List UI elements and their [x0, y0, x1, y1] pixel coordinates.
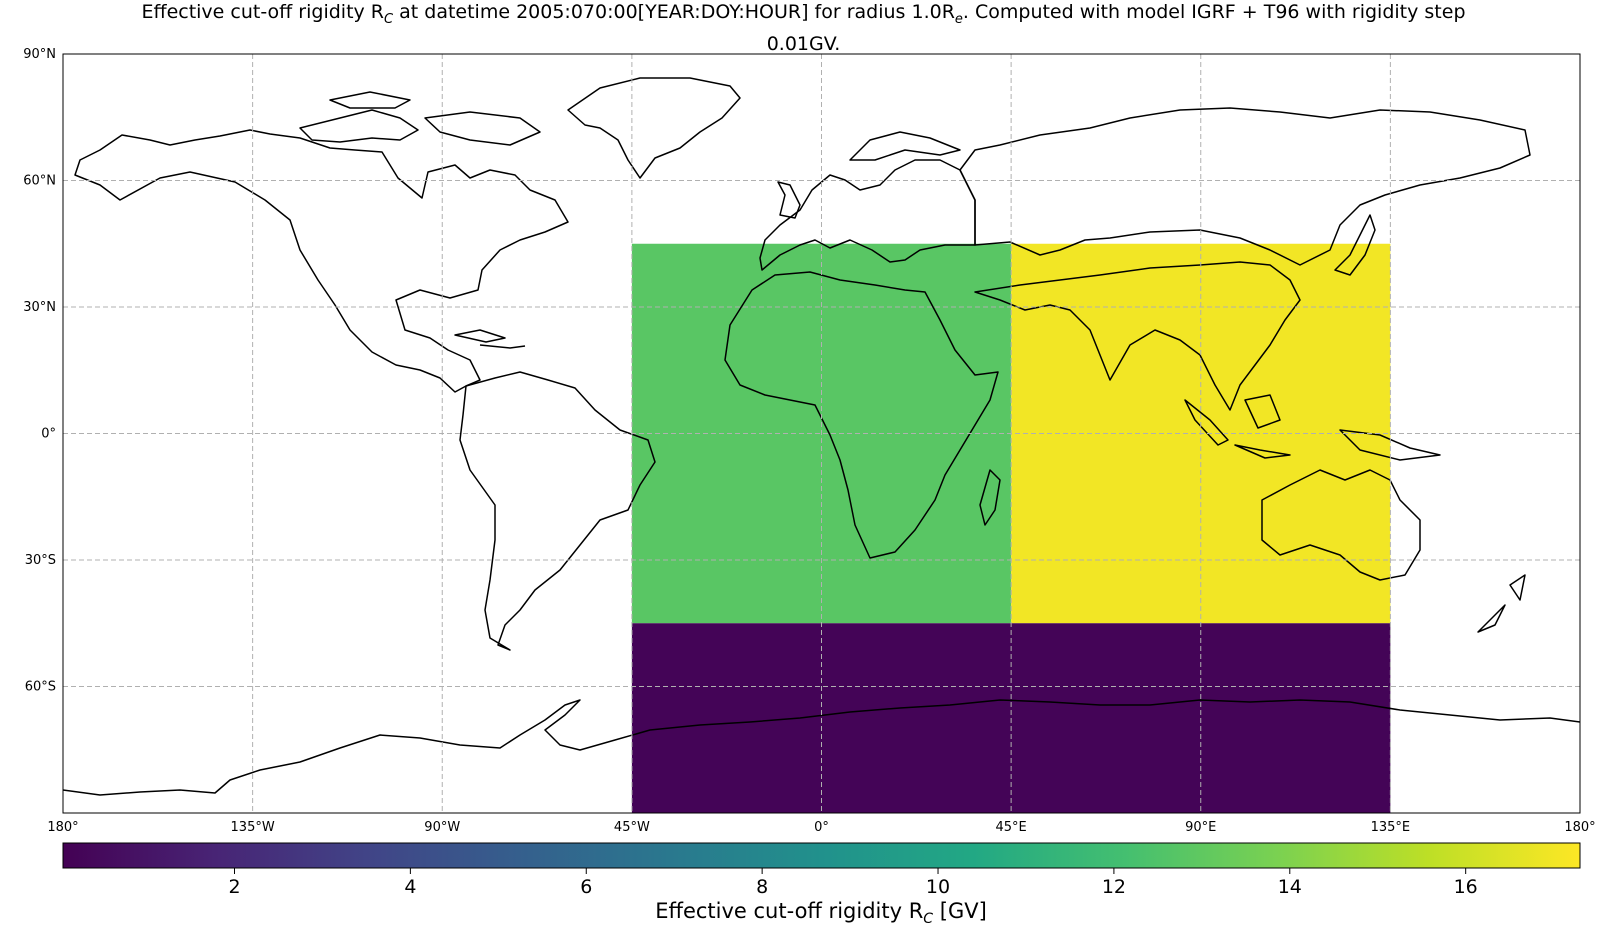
lon-tick-label: 180° — [47, 820, 78, 835]
longitude-labels: 180° 135°W 90°W 45°W 0° 45°E 90°E 135°E 180° — [47, 820, 1595, 835]
lon-tick-label: 0° — [814, 820, 829, 835]
latitude-labels: 90°N 60°N 30°N 0° 30°S 60°S — [23, 47, 56, 695]
lon-tick-label: 90°E — [1185, 820, 1216, 835]
lat-tick-label: 30°N — [23, 300, 56, 315]
coastline-north-america — [74, 129, 569, 393]
lon-tick-label: 45°W — [614, 820, 650, 835]
lat-tick-label: 60°N — [23, 174, 56, 189]
coastline-australia — [1261, 469, 1421, 581]
coastline-japan — [1334, 214, 1376, 276]
coastline-greenland — [567, 77, 741, 179]
lon-tick-label: 135°E — [1371, 820, 1411, 835]
coastline-africa — [724, 271, 999, 559]
colorbar-tick-label: 2 — [228, 876, 240, 898]
title-line-1: Effective cut-off rigidity RC at datetim… — [141, 1, 1466, 27]
coastline-antarctica — [63, 699, 1580, 796]
lat-tick-label: 90°N — [23, 47, 56, 62]
coastline-caribbean — [454, 329, 526, 349]
coastline-south-america — [459, 371, 656, 651]
coastline-indonesia — [1184, 394, 1441, 461]
lon-tick-label: 180° — [1564, 820, 1595, 835]
map-frame — [62, 53, 1581, 814]
coastline-new-zealand — [1477, 574, 1526, 633]
lat-tick-label: 60°S — [25, 680, 56, 695]
coastline-madagascar — [979, 469, 1001, 526]
lat-tick-label: 0° — [41, 427, 56, 442]
lat-tick-label: 30°S — [25, 553, 56, 568]
lon-tick-label: 90°W — [424, 820, 460, 835]
chart-title: Effective cut-off rigidity RC at datetim… — [0, 0, 1607, 56]
gridlines — [63, 54, 1580, 813]
coastlines — [63, 77, 1580, 796]
colorbar-tick-label: 14 — [1278, 876, 1302, 898]
colorbar — [62, 842, 1581, 869]
lon-tick-label: 135°W — [231, 820, 275, 835]
colorbar-ticks: 2 4 6 8 10 12 14 16 — [228, 868, 1478, 898]
coastline-arctic-islands — [299, 91, 541, 146]
colorbar-tick-label: 12 — [1102, 876, 1126, 898]
colorbar-tick-label: 10 — [926, 876, 950, 898]
lon-tick-label: 45°E — [995, 820, 1026, 835]
colorbar-tick-label: 8 — [756, 876, 768, 898]
coastline-asia — [959, 107, 1531, 411]
colorbar-tick-label: 16 — [1454, 876, 1478, 898]
colorbar-tick-label: 6 — [580, 876, 592, 898]
colorbar-label: Effective cut-off rigidity RC [GV] — [655, 899, 987, 927]
colorbar-tick-label: 4 — [404, 876, 416, 898]
coastline-uk — [777, 181, 801, 219]
title-line-2: 0.01GV. — [766, 32, 841, 55]
